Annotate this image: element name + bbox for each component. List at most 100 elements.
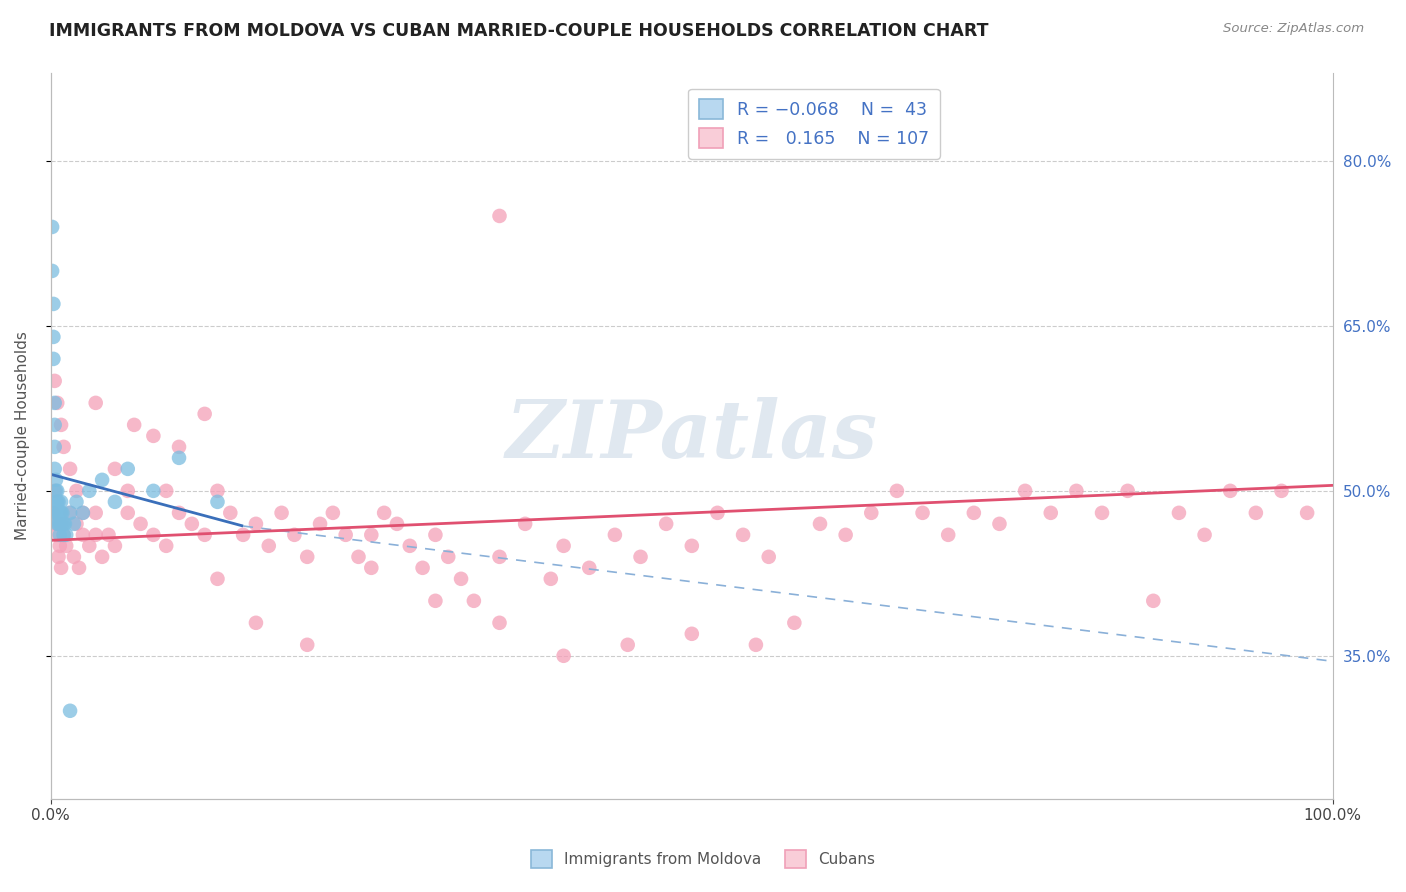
Point [63,516,86,531]
Point [104,462,127,476]
Point [91,549,114,564]
Point [1039,506,1062,520]
Point [44,374,66,388]
Point [59,462,82,476]
Point [48,506,70,520]
Point [48,516,70,531]
Point [425,594,447,608]
Point [51,516,73,531]
Point [65,495,87,509]
Point [44,440,66,454]
Point [630,549,652,564]
Text: Source: ZipAtlas.com: Source: ZipAtlas.com [1223,22,1364,36]
Point [603,528,626,542]
Point [117,483,139,498]
Point [117,462,139,476]
Point [297,549,319,564]
Point [55,539,77,553]
Point [194,528,217,542]
Legend: Immigrants from Moldova, Cubans: Immigrants from Moldova, Cubans [524,844,882,873]
Point [63,549,86,564]
Point [104,539,127,553]
Point [936,528,959,542]
Point [46,396,69,410]
Point [1014,483,1036,498]
Point [46,528,69,542]
Point [309,516,332,531]
Point [270,506,292,520]
Point [911,506,934,520]
Point [41,219,63,234]
Point [91,473,114,487]
Point [437,549,460,564]
Point [49,516,72,531]
Point [49,506,72,520]
Point [681,627,703,641]
Point [49,539,72,553]
Text: ZIPatlas: ZIPatlas [506,397,877,475]
Point [283,528,305,542]
Text: IMMIGRANTS FROM MOLDOVA VS CUBAN MARRIED-COUPLE HOUSEHOLDS CORRELATION CHART: IMMIGRANTS FROM MOLDOVA VS CUBAN MARRIED… [49,22,988,40]
Point [129,516,152,531]
Point [55,528,77,542]
Point [46,495,69,509]
Point [783,615,806,630]
Point [412,561,434,575]
Point [1168,506,1191,520]
Point [425,528,447,542]
Point [49,561,72,575]
Point [48,549,70,564]
Point [194,407,217,421]
Point [59,506,82,520]
Point [745,638,768,652]
Point [1194,528,1216,542]
Point [44,396,66,410]
Point [553,539,575,553]
Point [45,506,67,520]
Point [97,528,120,542]
Point [46,516,69,531]
Point [488,549,510,564]
Point [79,539,101,553]
Point [360,528,382,542]
Point [142,429,165,443]
Point [45,483,67,498]
Point [207,483,229,498]
Point [167,450,190,465]
Point [67,561,90,575]
Point [1116,483,1139,498]
Point [65,516,87,531]
Legend: R = −0.068    N =  43, R =   0.165    N = 107: R = −0.068 N = 43, R = 0.165 N = 107 [689,89,939,159]
Point [860,506,883,520]
Point [578,561,600,575]
Point [655,516,678,531]
Point [142,483,165,498]
Point [72,506,94,520]
Point [360,561,382,575]
Point [49,495,72,509]
Point [51,506,73,520]
Point [45,516,67,531]
Point [297,638,319,652]
Point [245,516,267,531]
Point [52,528,75,542]
Point [1142,594,1164,608]
Point [52,516,75,531]
Point [48,495,70,509]
Point [681,539,703,553]
Point [207,572,229,586]
Point [104,495,127,509]
Point [758,549,780,564]
Point [886,483,908,498]
Point [42,351,65,366]
Point [49,506,72,520]
Point [167,440,190,454]
Point [553,648,575,663]
Point [65,483,87,498]
Point [155,483,177,498]
Point [79,483,101,498]
Point [49,417,72,432]
Point [155,539,177,553]
Point [1219,483,1241,498]
Point [808,516,831,531]
